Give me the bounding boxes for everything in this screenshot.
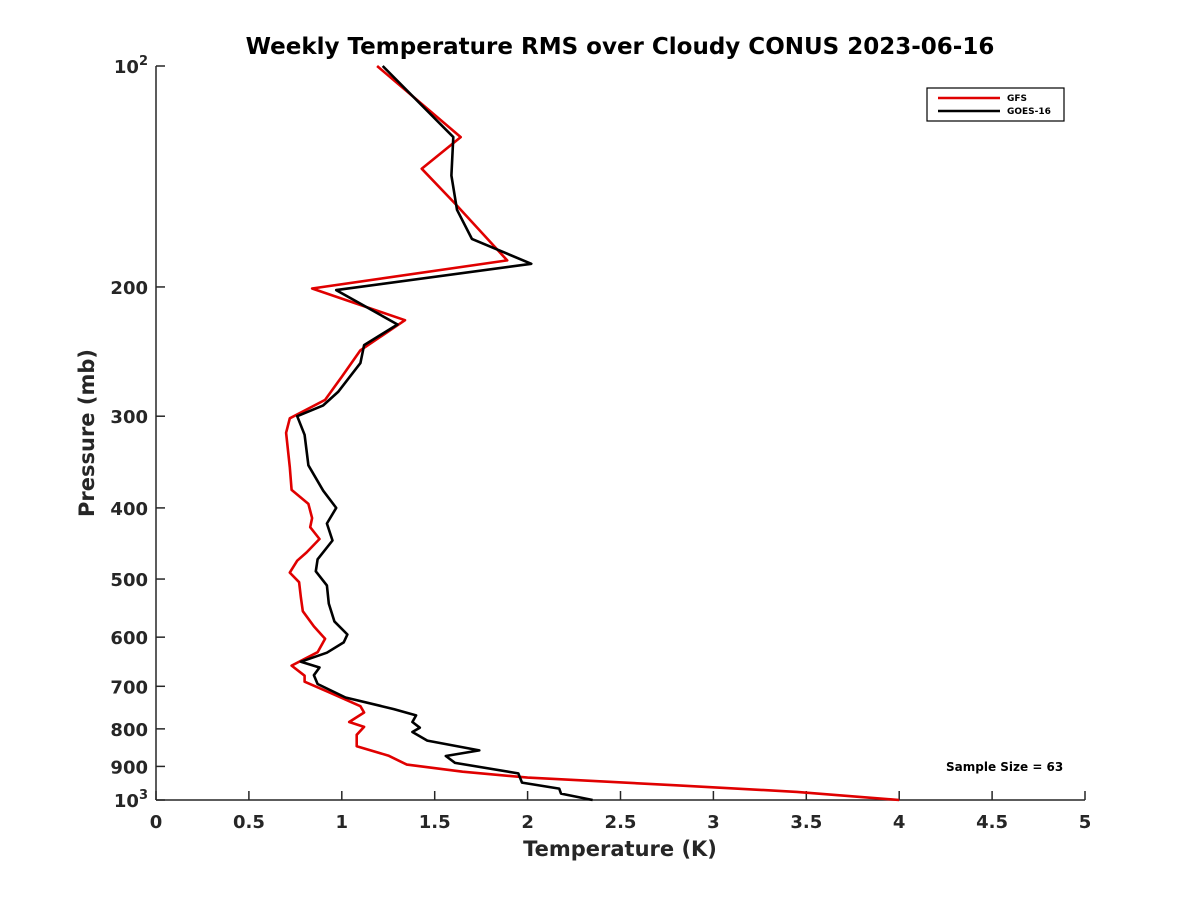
x-tick-label: 0 [150,812,163,833]
y-tick-label: 500 [110,570,148,591]
x-tick-label: 3.5 [790,812,822,833]
x-ticks: 0 0.5 1 1.5 2 2.5 3 3.5 4 4.5 5 [150,791,1092,833]
series-line-gfs [284,65,900,802]
legend: GFS GOES-16 [926,87,1065,122]
series-line-goes16 [295,65,593,802]
legend-label-gfs: GFS [1007,94,1027,104]
x-tick-label: 2 [521,812,534,833]
y-tick-label: 600 [110,628,148,649]
y-tick-label: 300 [110,407,148,428]
chart-title: Weekly Temperature RMS over Cloudy CONUS… [246,34,995,60]
y-tick-label: 400 [110,499,148,520]
x-tick-label: 5 [1079,812,1092,833]
y-tick-label: 900 [110,757,148,778]
y-tick-label: 102 [114,54,148,78]
x-tick-label: 2.5 [605,812,637,833]
y-axis-label: Pressure (mb) [75,349,99,517]
x-tick-label: 0.5 [233,812,265,833]
y-tick-label: 200 [110,278,148,299]
y-tick-label: 700 [110,677,148,698]
y-ticks: 102 200 300 400 500 600 700 800 900 103 [110,54,165,812]
x-axis-label: Temperature (K) [523,837,717,861]
plot-area: 0 0.5 1 1.5 2 2.5 3 3.5 4 4.5 5 102 200 300 400 500 600… [110,54,1091,833]
x-tick-label: 1.5 [419,812,451,833]
x-tick-label: 4 [893,812,906,833]
x-tick-label: 1 [336,812,349,833]
series-lines [284,65,900,802]
x-tick-label: 4.5 [976,812,1008,833]
legend-label-goes16: GOES-16 [1007,107,1051,117]
x-tick-label: 3 [707,812,720,833]
y-tick-label: 800 [110,720,148,741]
sample-size-note: Sample Size = 63 [946,760,1063,774]
legend-box [926,87,1065,122]
y-tick-label: 103 [114,788,148,812]
